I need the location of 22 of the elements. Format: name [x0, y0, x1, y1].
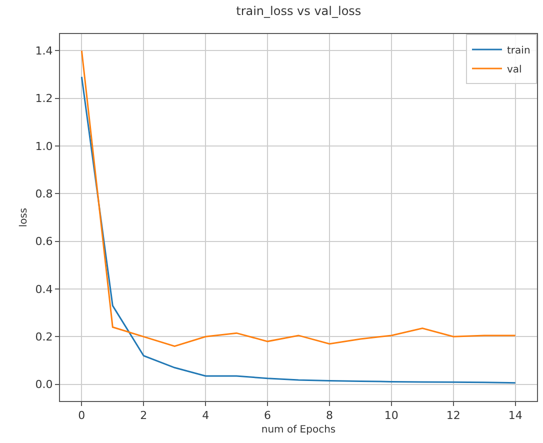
- y-tick-label: 0.2: [35, 330, 53, 344]
- y-tick-label: 0.8: [35, 188, 53, 201]
- legend-label: train: [507, 45, 530, 56]
- x-tick-label: 6: [264, 409, 272, 422]
- x-tick-label: 14: [508, 409, 522, 422]
- y-tick-label: 1.2: [35, 92, 53, 106]
- y-tick-label: 1.4: [35, 44, 53, 58]
- y-tick-label: 0.6: [35, 235, 53, 248]
- x-tick-label: 12: [446, 409, 460, 422]
- x-tick-label: 0: [78, 409, 86, 422]
- chart-title: train_loss vs val_loss: [236, 4, 362, 18]
- y-axis-title: loss: [18, 208, 30, 228]
- line-series: [80, 76, 516, 384]
- y-tick-label: 1.0: [35, 140, 53, 153]
- x-tick-label: 8: [326, 409, 333, 422]
- legend-label: val: [507, 64, 522, 76]
- y-tick-label: 0.4: [35, 282, 53, 296]
- x-tick-label: 2: [140, 409, 148, 422]
- x-tick-label: 4: [202, 409, 210, 422]
- y-tick-label: 0.0: [35, 378, 53, 392]
- x-tick-label: 10: [384, 409, 398, 422]
- x-axis-title: num of Epochs: [261, 424, 336, 436]
